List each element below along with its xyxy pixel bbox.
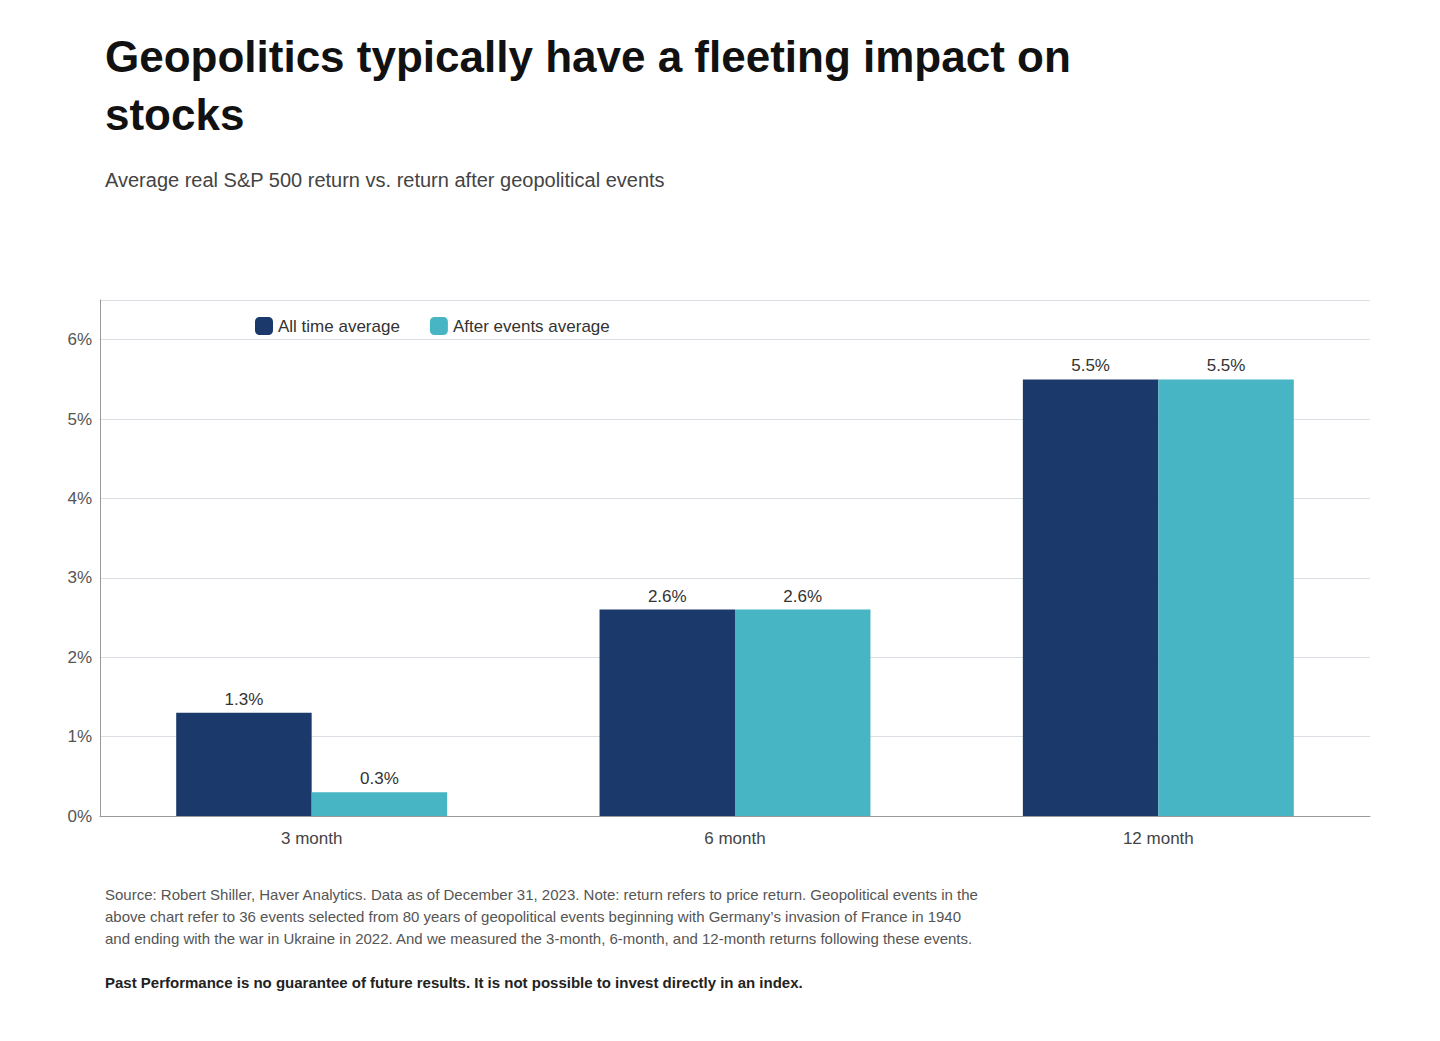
svg-text:3 month: 3 month xyxy=(281,829,342,848)
svg-text:Average real S&P 500 return vs: Average real S&P 500 return vs. return a… xyxy=(105,169,665,191)
svg-text:2.6%: 2.6% xyxy=(648,587,687,606)
svg-text:and ending with the war in Ukr: and ending with the war in Ukraine in 20… xyxy=(105,930,972,947)
svg-text:6%: 6% xyxy=(67,330,92,349)
svg-text:Geopolitics typically have a f: Geopolitics typically have a fleeting im… xyxy=(105,32,1071,81)
svg-text:1%: 1% xyxy=(67,727,92,746)
svg-text:Past Performance is no guarant: Past Performance is no guarantee of futu… xyxy=(105,974,803,991)
svg-text:12 month: 12 month xyxy=(1123,829,1194,848)
svg-text:5%: 5% xyxy=(67,410,92,429)
svg-text:2%: 2% xyxy=(67,648,92,667)
svg-text:5.5%: 5.5% xyxy=(1207,356,1246,375)
svg-text:6 month: 6 month xyxy=(704,829,765,848)
svg-text:4%: 4% xyxy=(67,489,92,508)
svg-text:Source: Robert Shiller, Haver: Source: Robert Shiller, Haver Analytics.… xyxy=(105,886,978,903)
svg-text:1.3%: 1.3% xyxy=(225,690,264,709)
svg-text:0.3%: 0.3% xyxy=(360,769,399,788)
svg-text:3%: 3% xyxy=(67,568,92,587)
svg-text:0%: 0% xyxy=(67,807,92,826)
svg-text:above chart refer to 36 events: above chart refer to 36 events selected … xyxy=(105,908,961,925)
svg-text:All time average: All time average xyxy=(278,317,400,336)
svg-text:stocks: stocks xyxy=(105,90,244,139)
svg-text:5.5%: 5.5% xyxy=(1071,356,1110,375)
svg-text:After events average: After events average xyxy=(453,317,610,336)
svg-text:2.6%: 2.6% xyxy=(783,587,822,606)
